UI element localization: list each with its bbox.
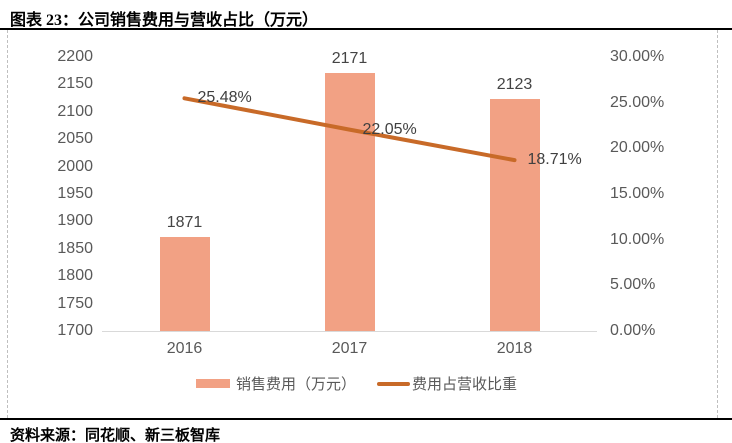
- bar-2017: [324, 72, 375, 331]
- legend-bar-swatch: [196, 379, 230, 388]
- line-value-label: 25.48%: [197, 89, 252, 107]
- ratio-line-path: [182, 96, 517, 163]
- chart-area: 销售费用（万元） 费用占营收比重 2200 2150 2100 2050 2000 195…: [0, 30, 732, 418]
- bar-2018: [489, 99, 540, 331]
- y-axis-left-tick-label: 1800: [57, 267, 93, 285]
- bar-value-label: 1871: [166, 214, 203, 232]
- right-dashed-border: [717, 30, 718, 418]
- ratio-line-series: [182, 96, 517, 163]
- line-value-label: 22.05%: [362, 120, 417, 138]
- x-axis-category-label: 2018: [496, 340, 533, 357]
- y-axis-left-tick-label: 1900: [57, 212, 93, 230]
- bar-2016: [159, 237, 210, 331]
- y-axis-right-tick-label: 30.00%: [610, 48, 665, 65]
- bar-value-label: 2123: [496, 76, 533, 94]
- y-axis-left-tick-label: 2050: [57, 130, 93, 148]
- legend-label-bar-series: 销售费用（万元）: [236, 376, 357, 393]
- x-axis-category-label: 2017: [331, 340, 368, 357]
- x-axis-line: [102, 331, 597, 332]
- line-value-label: 18.71%: [527, 151, 582, 169]
- x-axis-category-label: 2016: [166, 340, 203, 357]
- y-axis-right-tick-label: 0.00%: [610, 322, 656, 339]
- y-axis-left-tick-label: 1700: [57, 322, 93, 339]
- legend-line-swatch: [377, 382, 410, 386]
- bar-value-label: 2171: [331, 49, 368, 67]
- y-axis-left-tick-label: 1950: [57, 185, 93, 202]
- left-dashed-border: [7, 30, 8, 418]
- y-axis-right-tick-label: 20.00%: [610, 139, 665, 157]
- figure-title: 图表 23：公司销售费用与营收占比（万元）: [0, 0, 732, 30]
- y-axis-left-tick-label: 2200: [57, 48, 93, 65]
- y-axis-right-tick-label: 5.00%: [610, 276, 656, 294]
- legend-label-line-series: 费用占营收比重: [412, 376, 518, 393]
- source-note: 资料来源：同花顺、新三板智库: [0, 418, 732, 443]
- y-axis-left-tick-label: 2100: [57, 102, 93, 120]
- y-axis-left-tick-label: 2150: [57, 75, 93, 93]
- y-axis-left-tick-label: 1850: [57, 239, 93, 257]
- y-axis-right-tick-label: 10.00%: [610, 230, 665, 248]
- y-axis-left-tick-label: 2000: [57, 157, 93, 175]
- y-axis-right-tick-label: 25.00%: [610, 93, 665, 111]
- y-axis-left-tick-label: 1750: [57, 294, 93, 312]
- y-axis-right-tick-label: 15.00%: [610, 185, 665, 202]
